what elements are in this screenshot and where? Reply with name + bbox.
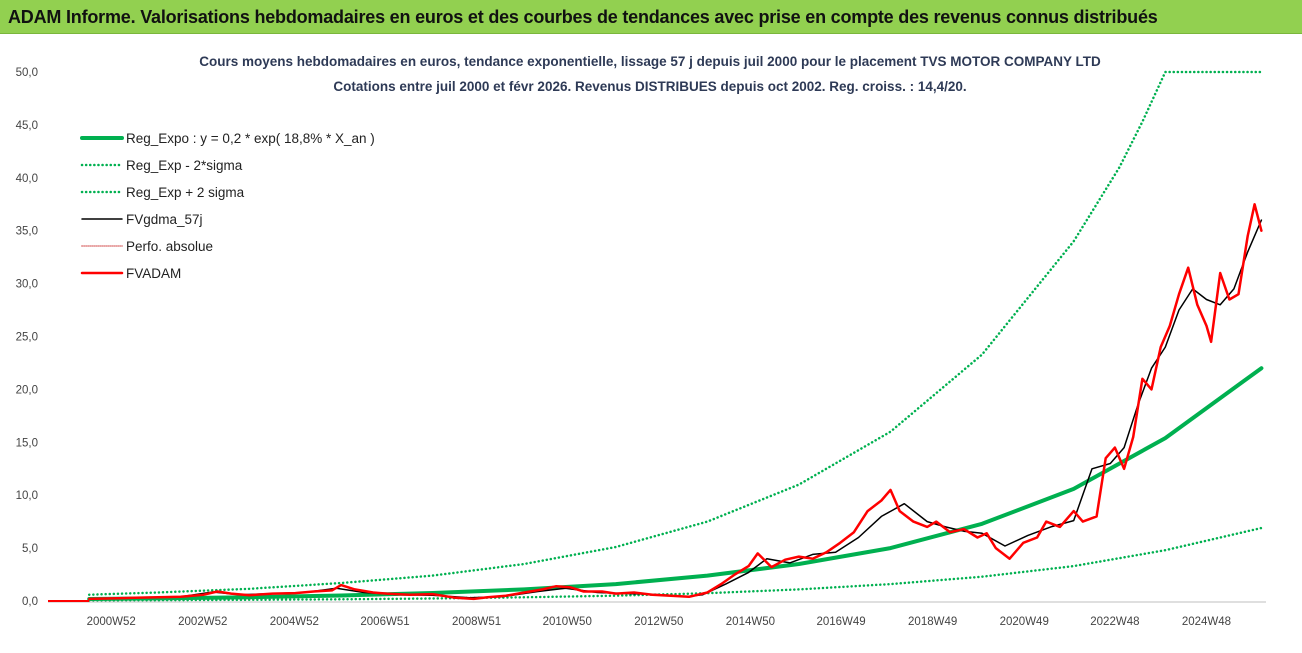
series-line xyxy=(88,219,1263,600)
report-banner: ADAM Informe. Valorisations hebdomadaire… xyxy=(0,0,1302,34)
legend-label: Reg_Expo : y = 0,2 * exp( 18,8% * X_an ) xyxy=(126,131,375,146)
series-line xyxy=(87,366,1264,601)
y-axis: 0,0 5,0 10,0 15,0 20,0 25,0 30,0 35,0 40,0 45,0 50… xyxy=(16,67,38,608)
y-tick-label: 0,0 xyxy=(22,596,38,608)
chart-subtitle: Cotations entre juil 2000 et févr 2026. … xyxy=(333,79,966,94)
chart-title: Cours moyens hebdomadaires en euros, ten… xyxy=(199,54,1101,69)
y-tick-label: 15,0 xyxy=(16,437,38,449)
series-line xyxy=(87,70,1263,596)
report-banner-title: ADAM Informe. Valorisations hebdomadaire… xyxy=(8,7,1158,27)
series-line xyxy=(87,203,1263,601)
x-tick-label: 2024W48 xyxy=(1182,616,1231,628)
y-tick-label: 45,0 xyxy=(16,120,38,132)
legend-label: FVADAM xyxy=(126,266,181,281)
series-layer xyxy=(48,70,1264,602)
y-tick-label: 35,0 xyxy=(16,226,38,238)
legend-label: Reg_Exp + 2 sigma xyxy=(126,185,245,200)
x-tick-label: 2010W50 xyxy=(543,616,592,628)
y-tick-label: 50,0 xyxy=(16,67,38,79)
y-tick-label: 25,0 xyxy=(16,332,38,344)
y-tick-label: 10,0 xyxy=(16,490,38,502)
y-tick-label: 30,0 xyxy=(16,279,38,291)
x-axis: 2000W52 2002W52 2004W52 2006W51 2008W51 2010W… xyxy=(48,601,1266,628)
x-tick-label: 2000W52 xyxy=(87,616,136,628)
y-tick-label: 5,0 xyxy=(22,543,38,555)
line-chart: Cours moyens hebdomadaires en euros, ten… xyxy=(16,54,1266,628)
x-tick-label: 2016W49 xyxy=(816,616,865,628)
series-line xyxy=(87,526,1263,602)
chart-legend: Reg_Expo : y = 0,2 * exp( 18,8% * X_an )… xyxy=(80,131,375,281)
x-tick-label: 2004W52 xyxy=(270,616,319,628)
x-tick-label: 2002W52 xyxy=(178,616,227,628)
x-tick-label: 2020W49 xyxy=(1000,616,1049,628)
x-tick-label: 2006W51 xyxy=(360,616,409,628)
y-tick-label: 40,0 xyxy=(16,173,38,185)
x-tick-label: 2022W48 xyxy=(1090,616,1139,628)
x-tick-label: 2018W49 xyxy=(908,616,957,628)
legend-label: Reg_Exp - 2*sigma xyxy=(126,158,243,173)
x-tick-label: 2014W50 xyxy=(726,616,775,628)
legend-label: Perfo. absolue xyxy=(126,239,213,254)
y-tick-label: 20,0 xyxy=(16,384,38,396)
legend-label: FVgdma_57j xyxy=(126,212,203,227)
x-tick-label: 2008W51 xyxy=(452,616,501,628)
x-tick-label: 2012W50 xyxy=(634,616,683,628)
